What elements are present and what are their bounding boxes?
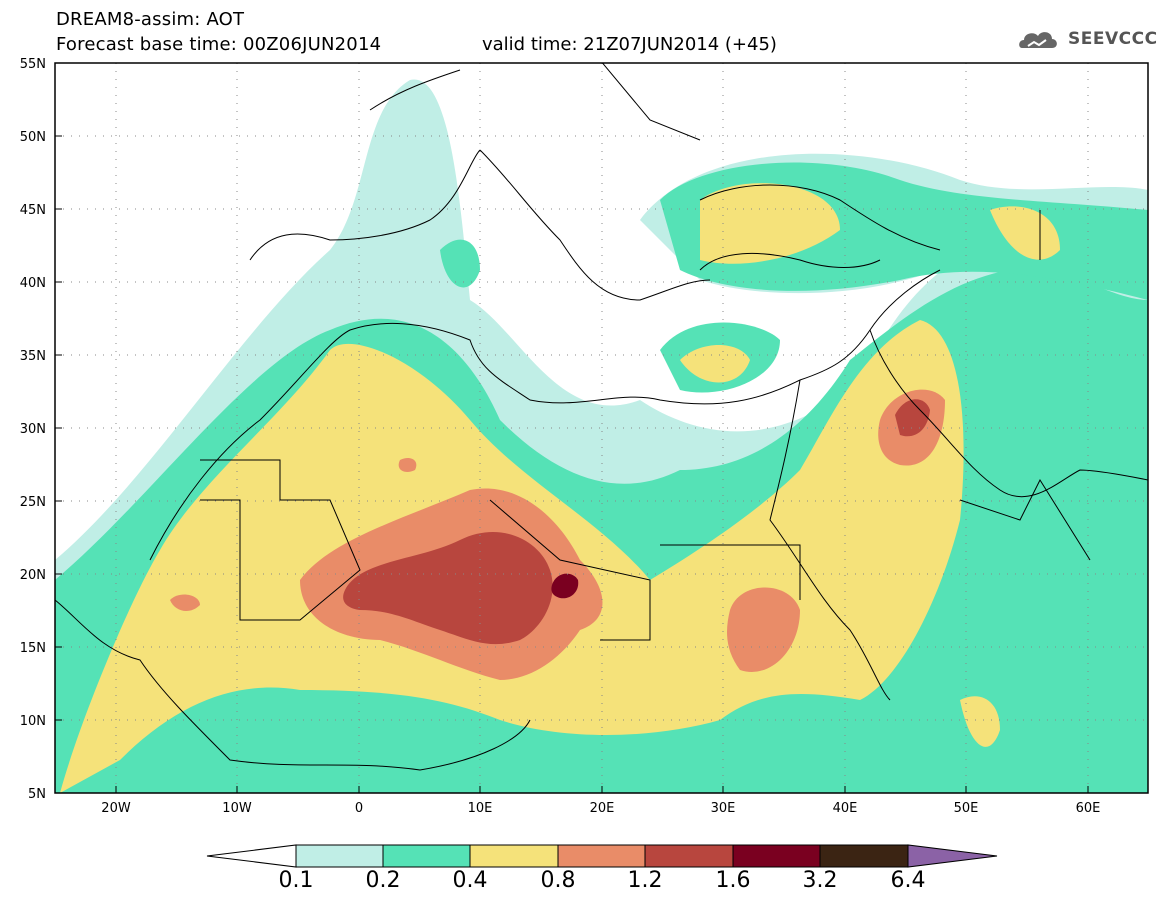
colorbar-segment [295, 844, 384, 868]
lon-labels: 20W 10W 0 10E 20E 30E 40E 50E 60E [101, 801, 1100, 816]
lat-label: 25N [20, 495, 46, 510]
colorbar-label: 3.2 [802, 868, 838, 893]
colorbar-segment [732, 844, 821, 868]
colorbar-label: 0.1 [278, 868, 314, 893]
map-grid [55, 63, 1148, 793]
axis-ticks [55, 135, 1089, 793]
aot-field [55, 63, 1148, 793]
lon-label: 20W [101, 801, 131, 816]
map-title: DREAM8-assim: AOT [56, 9, 245, 30]
colorbar-segment [557, 844, 646, 868]
lat-label: 5N [28, 787, 46, 802]
colorbar-segment [819, 844, 909, 868]
lat-label: 10N [20, 714, 46, 729]
lon-label: 40E [833, 801, 858, 816]
colorbar-segment [206, 844, 297, 868]
lon-label: 50E [954, 801, 979, 816]
colorbar-segment [907, 844, 998, 868]
colorbar-label: 0.4 [452, 868, 488, 893]
lon-label: 30E [711, 801, 736, 816]
forecast-base-time: Forecast base time: 00Z06JUN2014 [56, 34, 382, 55]
colorbar-segment [469, 844, 559, 868]
coastlines [55, 63, 1148, 771]
colorbar-label: 0.2 [365, 868, 401, 893]
colorbar-label: 0.8 [540, 868, 576, 893]
lat-label: 35N [20, 349, 46, 364]
colorbar-label: 1.2 [627, 868, 663, 893]
valid-time: valid time: 21Z07JUN2014 (+45) [482, 34, 777, 55]
lat-label: 50N [20, 130, 46, 145]
lon-label: 10E [468, 801, 493, 816]
lon-label: 60E [1076, 801, 1101, 816]
colorbar-label: 6.4 [890, 868, 926, 893]
colorbar-segment [644, 844, 734, 868]
lon-label: 10W [222, 801, 252, 816]
lon-label: 20E [590, 801, 615, 816]
lat-label: 55N [20, 57, 46, 72]
lat-label: 40N [20, 276, 46, 291]
colorbar [206, 844, 998, 868]
lat-label: 30N [20, 422, 46, 437]
colorbar-segment [382, 844, 471, 868]
cloud-icon [1019, 32, 1057, 48]
lat-label: 15N [20, 641, 46, 656]
lon-label: 0 [355, 801, 363, 816]
colorbar-label: 1.6 [715, 868, 751, 893]
lat-label: 20N [20, 568, 46, 583]
logo-text: SEEVCCC [1068, 29, 1158, 49]
lat-label: 45N [20, 203, 46, 218]
lat-labels: 55N 50N 45N 40N 35N 30N 25N 20N 15N 10N … [20, 57, 46, 802]
